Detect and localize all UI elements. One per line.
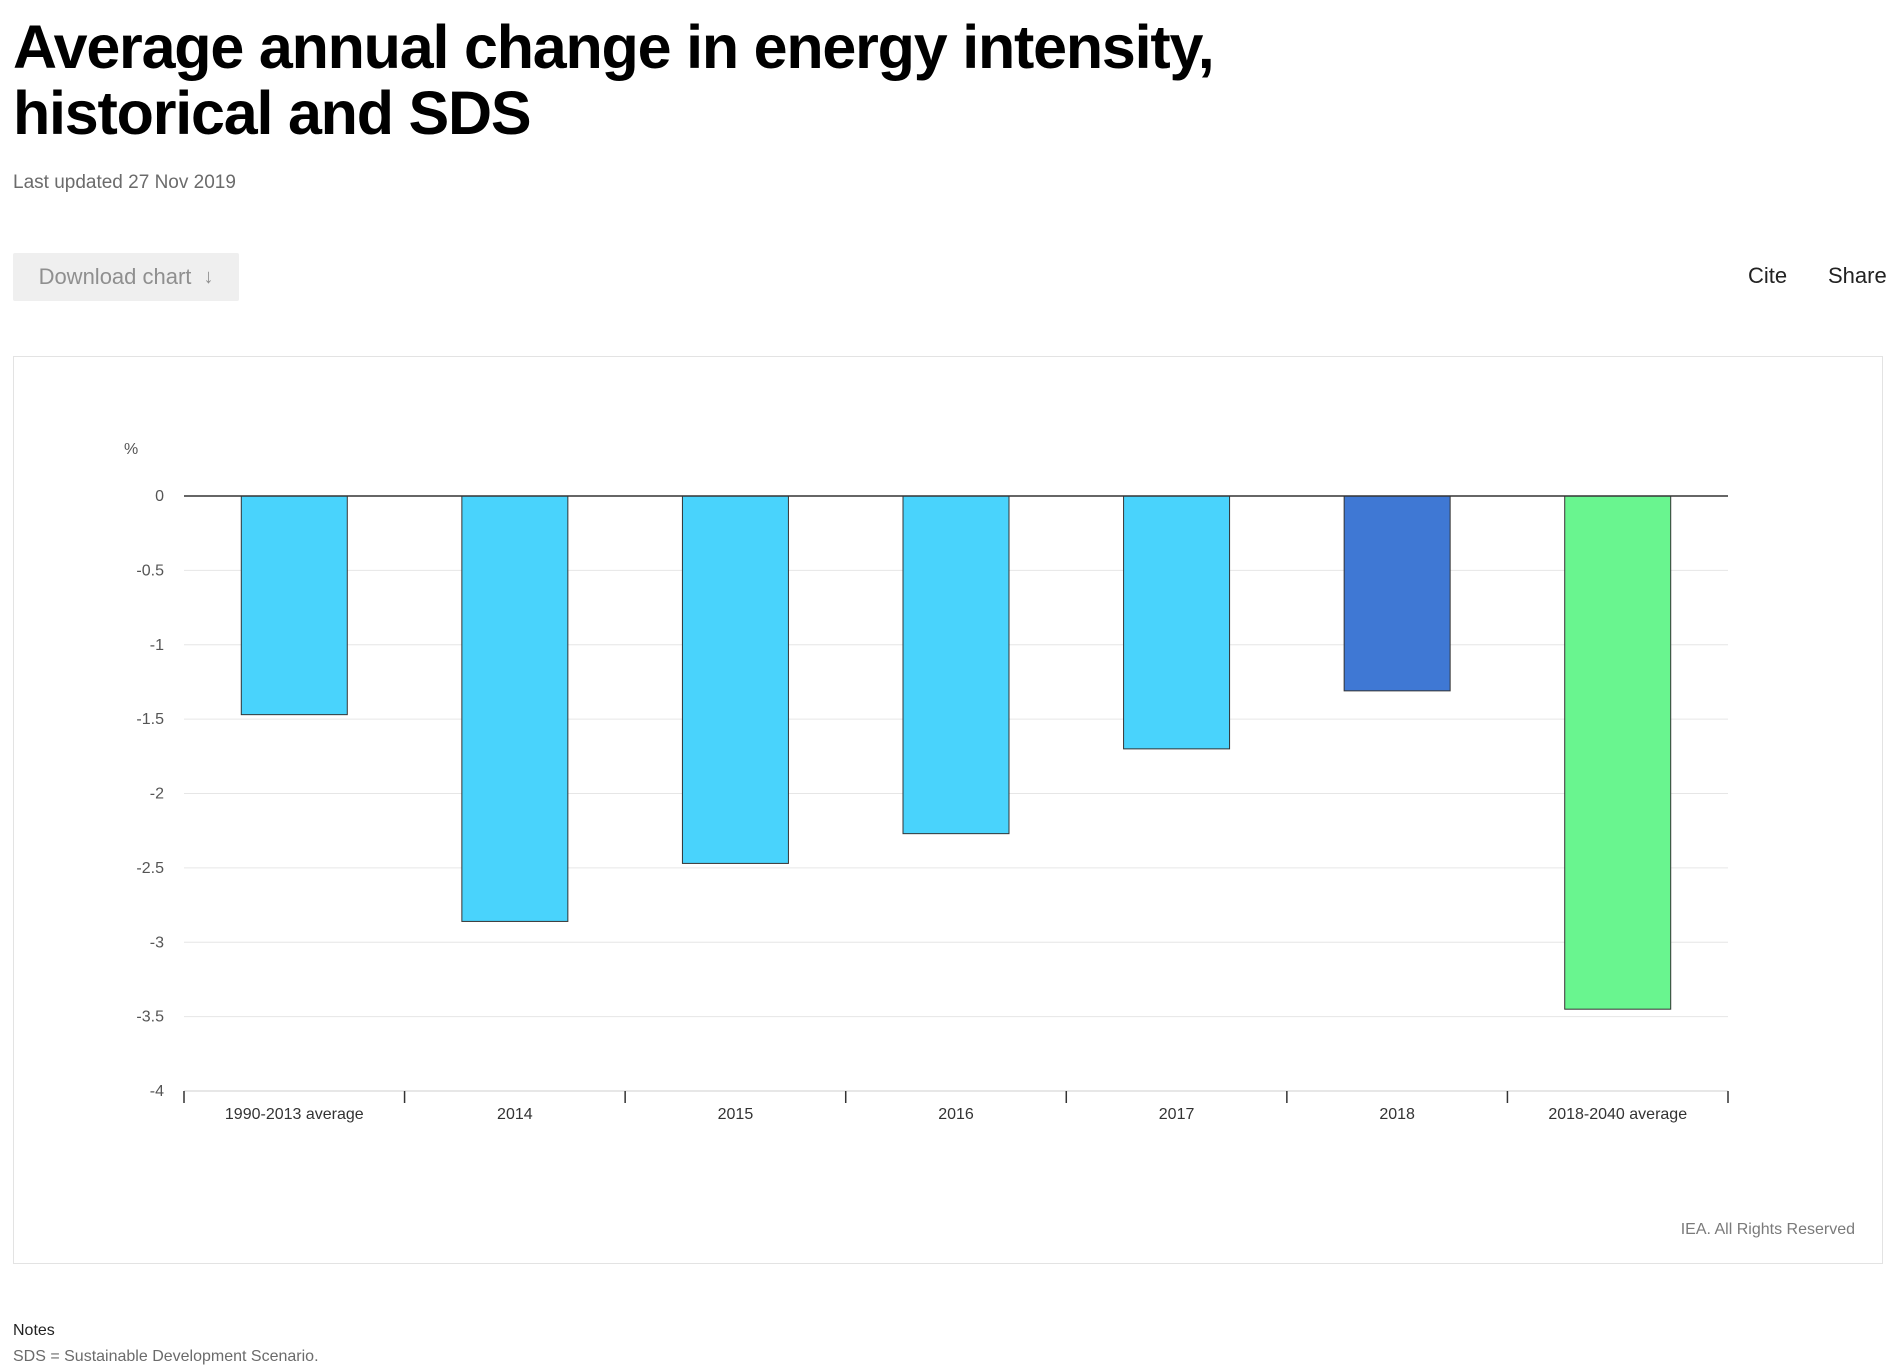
x-tick-label: 2014	[497, 1106, 533, 1123]
arrow-down-icon: ↓	[203, 265, 214, 288]
x-tick-label: 2018	[1379, 1106, 1415, 1123]
bar[interactable]	[681, 495, 789, 864]
notes-label: Notes	[13, 1322, 55, 1339]
y-tick-label: -0.5	[136, 562, 164, 579]
y-axis-label: %	[124, 441, 138, 458]
bars	[184, 495, 1728, 1010]
x-tick-label: 1990-2013 average	[225, 1106, 364, 1123]
bar[interactable]	[902, 495, 1010, 835]
chart-container: 0 -0.5 -1 -1.5 -2 -2.5 -3 -3.5 -4 % 1990-2013 av…	[13, 356, 1883, 1264]
x-axis-labels: 1990-2013 average 2014 2015 2016 2017 2018 201…	[225, 1106, 1687, 1123]
bar[interactable]	[240, 495, 348, 716]
y-tick-label: -4	[150, 1083, 164, 1100]
chart-credit: IEA. All Rights Reserved	[1680, 1221, 1855, 1238]
download-chart-button[interactable]: Download chart ↓	[13, 253, 239, 301]
y-tick-label: -3.5	[136, 1009, 164, 1026]
y-axis-ticks: 0 -0.5 -1 -1.5 -2 -2.5 -3 -3.5 -4	[136, 488, 164, 1100]
bar[interactable]	[1343, 495, 1451, 692]
y-tick-label: -1	[150, 637, 164, 654]
cite-button[interactable]: Cite	[1748, 263, 1788, 288]
y-tick-label: -2	[150, 786, 164, 803]
bar[interactable]	[1564, 495, 1672, 1010]
y-tick-label: 0	[155, 488, 164, 505]
x-tick-label: 2018-2040 average	[1548, 1106, 1687, 1123]
x-tick-label: 2016	[938, 1106, 974, 1123]
page-title: Average annual change in energy intensit…	[13, 13, 1215, 147]
share-button[interactable]: Share	[1828, 263, 1887, 288]
x-tick-label: 2015	[718, 1106, 754, 1123]
notes-text: SDS = Sustainable Development Scenario.	[13, 1348, 319, 1365]
bar[interactable]	[1123, 495, 1231, 750]
bar[interactable]	[461, 495, 569, 922]
bar-chart: 0 -0.5 -1 -1.5 -2 -2.5 -3 -3.5 -4 % 1990-2013 av…	[124, 441, 1729, 1123]
y-tick-label: -3	[150, 934, 164, 951]
x-axis	[183, 1090, 1729, 1103]
last-updated: Last updated 27 Nov 2019	[13, 172, 236, 193]
y-tick-label: -1.5	[136, 711, 164, 728]
y-tick-label: -2.5	[136, 860, 164, 877]
download-chart-label: Download chart	[38, 264, 192, 289]
x-tick-label: 2017	[1159, 1106, 1195, 1123]
